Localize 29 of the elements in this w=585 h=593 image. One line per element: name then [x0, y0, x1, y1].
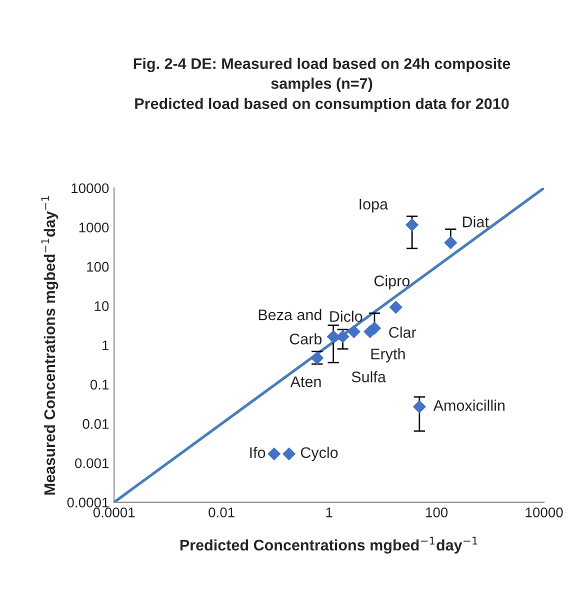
annotation: Amoxicillin [433, 400, 504, 411]
annotation: Aten [290, 376, 321, 388]
y-tick-label: 0.1 [90, 380, 109, 390]
y-axis-title: Measured Concentrations mgbed$^{−1}$day$^{−1}$ [41, 196, 58, 495]
annotation: Beza and Carb [258, 309, 322, 344]
x-axis-title: Predicted Concentrations mgbed$^{−1}$day$^{−1}$ [180, 536, 478, 554]
y-tick-label: 0.001 [75, 458, 109, 468]
y-tick-label: 0.01 [82, 419, 109, 429]
annotation: Diat [463, 216, 489, 228]
y-tick-label: 0.0001 [67, 498, 109, 508]
y-tick-label: 10 [94, 301, 109, 312]
y-tick-label: 100 [87, 262, 109, 272]
chart-subtitle: Predicted load based on consumption data for 2010 [135, 98, 509, 112]
chart-title: Fig. 2-4 DE: Measured load based on 24h composite samples (n=7) [134, 58, 510, 92]
annotation: Cipro [374, 275, 410, 290]
annotation: Iopa [360, 198, 388, 213]
y-tick-label: 1000 [79, 222, 109, 232]
y-tick-label: 10000 [72, 183, 109, 194]
x-tick-label: 0.01 [208, 508, 234, 518]
y-tick-label: 1 [102, 340, 109, 350]
x-tick-label: 1 [326, 508, 332, 518]
annotation: Eryth [371, 348, 405, 362]
x-tick-label: 100 [426, 508, 448, 518]
annotation: Clar [389, 326, 416, 338]
annotation: Diclo [330, 310, 362, 322]
x-tick-label: 10000 [526, 508, 563, 518]
annotation: Ifo [250, 446, 266, 458]
annotation: Sulfa [352, 371, 386, 382]
annotation: Cyclo [300, 446, 338, 462]
